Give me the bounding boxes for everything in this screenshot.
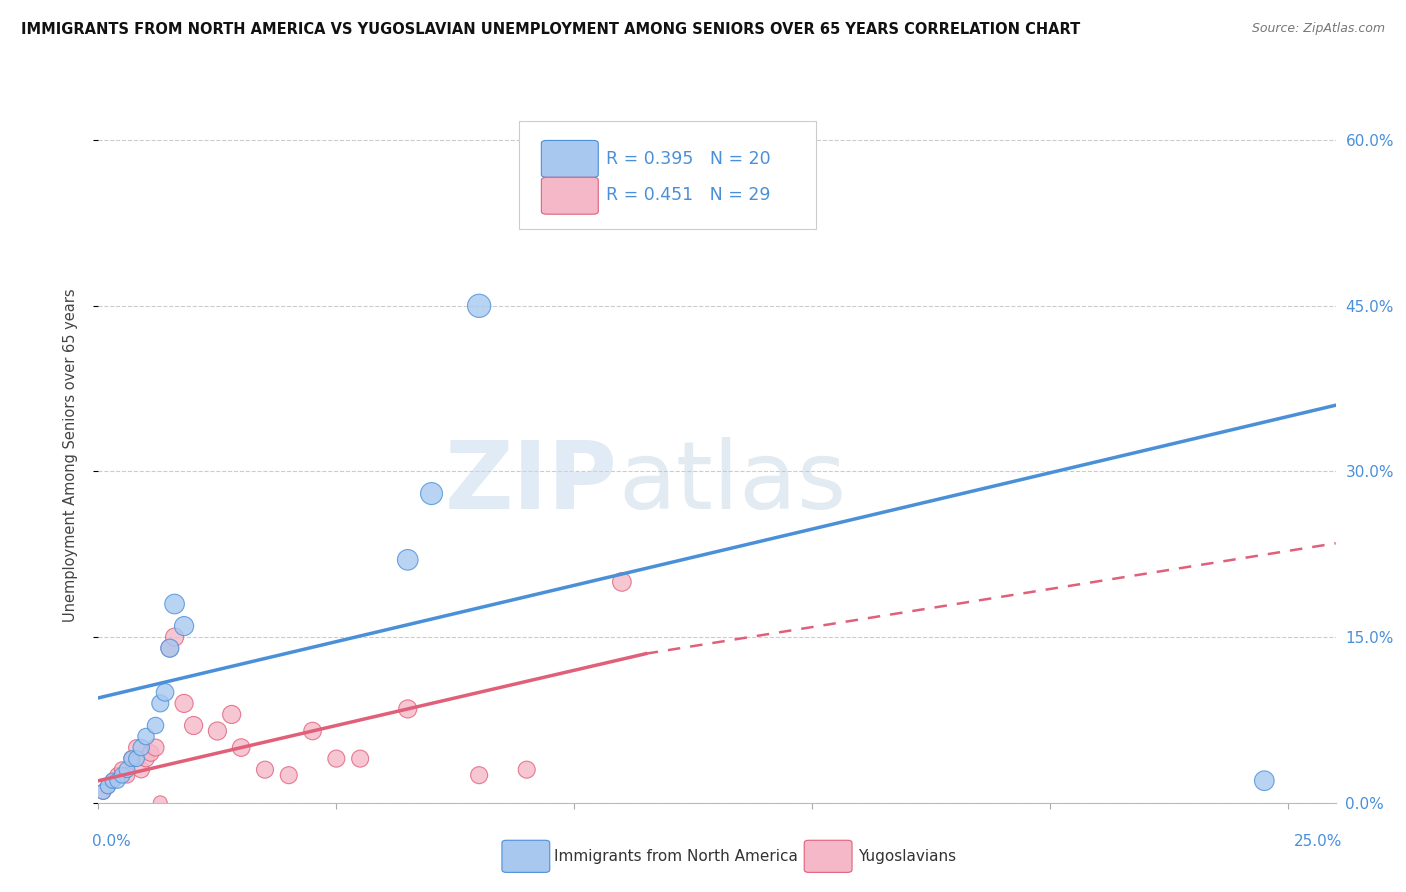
Text: atlas: atlas [619, 437, 846, 529]
Point [91, 785, 114, 799]
Point [101, 773, 124, 788]
Point [468, 768, 491, 782]
Point [396, 702, 419, 716]
Point [325, 751, 347, 765]
Point [121, 751, 143, 765]
Point [183, 718, 205, 732]
Point [91, 785, 114, 799]
Text: IMMIGRANTS FROM NORTH AMERICA VS YUGOSLAVIAN UNEMPLOYMENT AMONG SENIORS OVER 65 : IMMIGRANTS FROM NORTH AMERICA VS YUGOSLA… [21, 22, 1080, 37]
Point [111, 768, 134, 782]
Point [349, 751, 371, 765]
Point [610, 574, 633, 589]
Point [135, 751, 157, 765]
Point [420, 486, 443, 500]
Point [221, 707, 243, 722]
Point [149, 697, 172, 711]
FancyBboxPatch shape [519, 121, 815, 229]
Point [163, 597, 186, 611]
Point [129, 740, 152, 755]
Point [163, 630, 186, 644]
Text: Yugoslavians: Yugoslavians [858, 849, 956, 863]
Text: 25.0%: 25.0% [1294, 834, 1341, 849]
Point [125, 751, 148, 765]
Point [516, 763, 538, 777]
Point [277, 768, 299, 782]
Point [129, 763, 152, 777]
Point [153, 685, 176, 699]
Point [135, 730, 157, 744]
Point [301, 724, 323, 739]
Point [107, 773, 129, 788]
Text: ZIP: ZIP [446, 437, 619, 529]
Point [145, 718, 167, 732]
Point [253, 763, 276, 777]
Point [121, 751, 143, 765]
Point [125, 740, 148, 755]
Point [101, 773, 124, 788]
Text: R = 0.395   N = 20: R = 0.395 N = 20 [606, 150, 770, 168]
Text: Source: ZipAtlas.com: Source: ZipAtlas.com [1251, 22, 1385, 36]
FancyBboxPatch shape [541, 140, 599, 178]
Point [173, 697, 195, 711]
Point [115, 768, 138, 782]
Point [468, 299, 491, 313]
Point [159, 641, 181, 656]
Point [107, 768, 129, 782]
FancyBboxPatch shape [541, 178, 599, 214]
Point [145, 740, 167, 755]
Point [173, 619, 195, 633]
Text: 0.0%: 0.0% [93, 834, 131, 849]
Point [97, 779, 120, 793]
Point [207, 724, 229, 739]
Text: R = 0.451   N = 29: R = 0.451 N = 29 [606, 186, 770, 204]
Point [115, 763, 138, 777]
Point [159, 641, 181, 656]
Point [139, 746, 162, 760]
Point [97, 779, 120, 793]
Point [231, 740, 253, 755]
Point [149, 796, 172, 810]
Point [111, 763, 134, 777]
Point [1253, 773, 1275, 788]
Y-axis label: Unemployment Among Seniors over 65 years: Unemployment Among Seniors over 65 years [63, 288, 77, 622]
Point [396, 553, 419, 567]
Text: Immigrants from North America: Immigrants from North America [554, 849, 797, 863]
